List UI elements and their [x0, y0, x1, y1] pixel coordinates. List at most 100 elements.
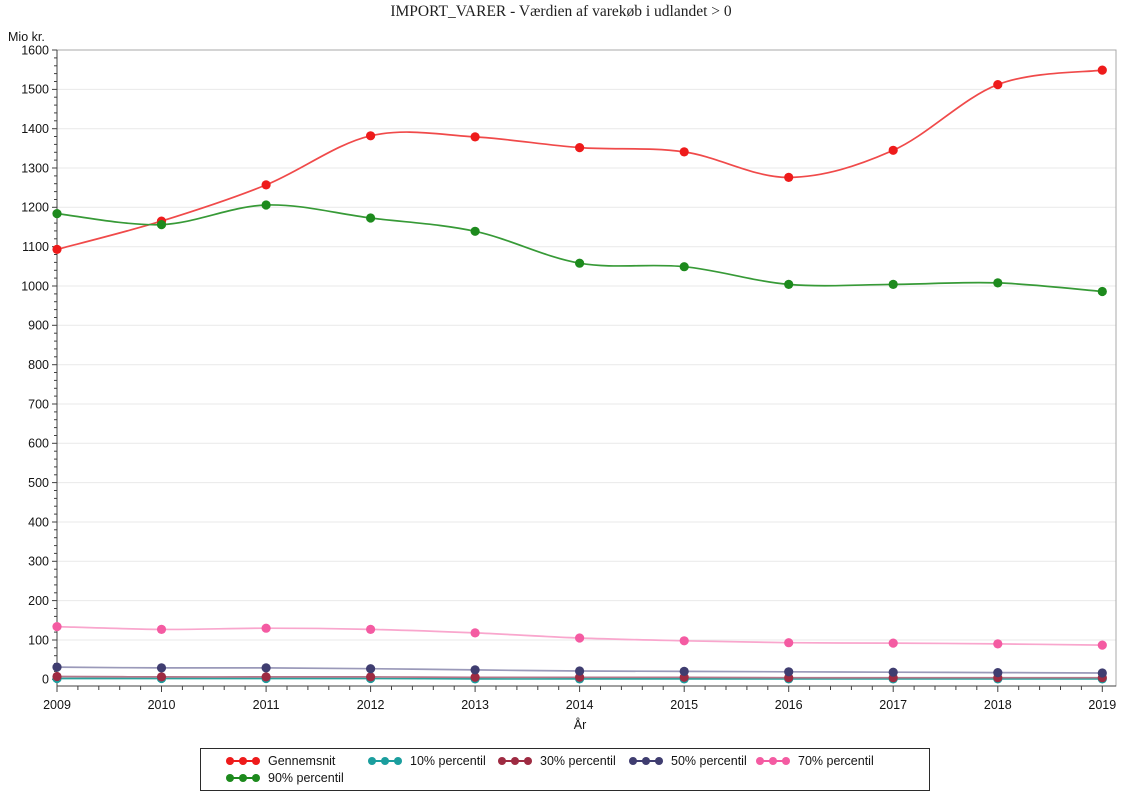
legend-item-30-percentil: 30% percentil	[497, 752, 628, 769]
data-point-90-percentil	[52, 209, 62, 219]
x-axis: 2009 2010 2011 2012 2013 2014 2015 2016 2017 2018…	[43, 685, 1116, 712]
data-point-90-percentil	[679, 262, 689, 272]
x-tick-label: 2019	[1088, 698, 1116, 712]
data-point-50-percentil	[575, 666, 585, 676]
data-point-90-percentil	[575, 258, 585, 268]
data-point-30-percentil	[575, 672, 585, 682]
legend-marker-10-percentil	[368, 756, 402, 765]
data-point-50-percentil	[784, 667, 794, 677]
legend-item-50-percentil: 50% percentil	[628, 752, 755, 769]
y-axis: 0 100 200 300 400 500 600 700 800 900 1000 1100 1200…	[21, 43, 58, 687]
legend-item-10-percentil: 10% percentil	[367, 752, 497, 769]
gridlines	[57, 49, 1116, 641]
legend-label-10-percentil: 10% percentil	[410, 753, 486, 768]
x-tick-label: 2009	[43, 698, 71, 712]
data-point-30-percentil	[52, 671, 62, 682]
series-line-90-percentil	[56, 204, 1103, 293]
x-tick-label: 2014	[566, 698, 594, 712]
x-tick-label: 2016	[775, 698, 803, 712]
data-point-gennemsnit	[261, 180, 271, 190]
series-50-percentil	[52, 662, 1107, 678]
data-point-70-percentil	[784, 638, 794, 648]
data-point-gennemsnit	[470, 132, 480, 142]
legend-item-90-percentil: 90% percentil	[225, 769, 923, 786]
data-point-70-percentil	[679, 636, 689, 646]
data-point-70-percentil	[52, 622, 62, 632]
y-tick-label: 300	[28, 555, 49, 569]
data-point-90-percentil	[470, 226, 480, 236]
x-tick-label: 2010	[148, 698, 176, 712]
data-point-50-percentil	[888, 667, 898, 677]
x-tick-label: 2018	[984, 698, 1012, 712]
y-tick-label: 1200	[21, 201, 49, 215]
y-tick-label: 0	[42, 673, 49, 687]
x-tick-label: 2012	[357, 698, 385, 712]
y-tick-label: 1000	[21, 279, 49, 293]
data-point-70-percentil	[1097, 640, 1107, 650]
data-point-50-percentil	[366, 664, 376, 674]
data-point-90-percentil	[366, 213, 376, 223]
data-point-gennemsnit	[1097, 65, 1107, 75]
series-gennemsnit	[52, 65, 1107, 254]
data-point-70-percentil	[993, 639, 1003, 649]
legend-label-70-percentil: 70% percentil	[798, 753, 874, 768]
data-point-50-percentil	[470, 665, 480, 675]
y-tick-label: 900	[28, 319, 49, 333]
y-tick-label: 1100	[22, 240, 49, 254]
x-tick-label: 2011	[253, 698, 280, 712]
plot-svg: 0 100 200 300 400 500 600 700 800 900 1000 1100 1200…	[21, 43, 1117, 712]
x-axis-title: År	[573, 718, 587, 732]
legend-marker-70-percentil	[756, 756, 790, 765]
legend-marker-gennemsnit	[226, 756, 260, 765]
data-point-50-percentil	[156, 663, 167, 673]
y-tick-label: 1300	[21, 161, 49, 175]
data-point-30-percentil	[156, 672, 167, 682]
y-tick-label: 1400	[21, 122, 49, 136]
data-point-gennemsnit	[52, 244, 62, 254]
data-point-50-percentil	[993, 668, 1003, 678]
data-point-70-percentil	[261, 623, 271, 633]
data-point-gennemsnit	[366, 131, 376, 141]
x-tick-label: 2015	[670, 698, 698, 712]
legend-marker-90-percentil	[226, 773, 260, 782]
data-point-70-percentil	[888, 638, 898, 648]
data-point-gennemsnit	[784, 172, 794, 182]
data-point-30-percentil	[366, 672, 376, 682]
y-tick-label: 400	[28, 515, 49, 529]
series-line-gennemsnit	[56, 69, 1103, 251]
legend-marker-30-percentil	[498, 756, 532, 765]
legend: Gennemsnit 10% percentil 30% percentil 50% …	[200, 748, 930, 791]
y-tick-label: 500	[28, 476, 49, 490]
y-tick-label: 100	[28, 633, 49, 647]
data-point-50-percentil	[261, 663, 271, 673]
data-point-90-percentil	[156, 220, 167, 230]
series-70-percentil	[52, 622, 1107, 650]
data-point-gennemsnit	[993, 80, 1003, 90]
y-tick-label: 800	[28, 358, 49, 372]
data-point-70-percentil	[470, 628, 480, 638]
series-90-percentil	[52, 200, 1107, 297]
x-tick-label: 2013	[461, 698, 489, 712]
legend-label-gennemsnit: Gennemsnit	[268, 753, 336, 768]
data-point-50-percentil	[52, 662, 62, 672]
legend-label-50-percentil: 50% percentil	[671, 753, 747, 768]
legend-marker-50-percentil	[629, 756, 663, 765]
data-point-90-percentil	[784, 279, 794, 289]
legend-label-30-percentil: 30% percentil	[540, 753, 616, 768]
data-point-50-percentil	[679, 666, 689, 677]
y-tick-label: 200	[28, 594, 49, 608]
data-point-gennemsnit	[575, 143, 585, 153]
legend-label-90-percentil: 90% percentil	[268, 770, 344, 785]
y-axis-unit-label: Mio kr.	[8, 30, 45, 44]
data-point-30-percentil	[470, 672, 480, 682]
data-point-90-percentil	[1097, 286, 1107, 297]
data-point-70-percentil	[575, 633, 585, 643]
data-point-70-percentil	[366, 624, 376, 635]
legend-item-70-percentil: 70% percentil	[755, 752, 923, 769]
chart-title: IMPORT_VARER - Værdien af varekøb i udla…	[390, 3, 732, 20]
data-point-50-percentil	[1097, 668, 1107, 678]
legend-item-gennemsnit: Gennemsnit	[225, 752, 367, 769]
y-tick-label: 1500	[21, 83, 49, 97]
y-tick-label: 600	[28, 437, 49, 451]
